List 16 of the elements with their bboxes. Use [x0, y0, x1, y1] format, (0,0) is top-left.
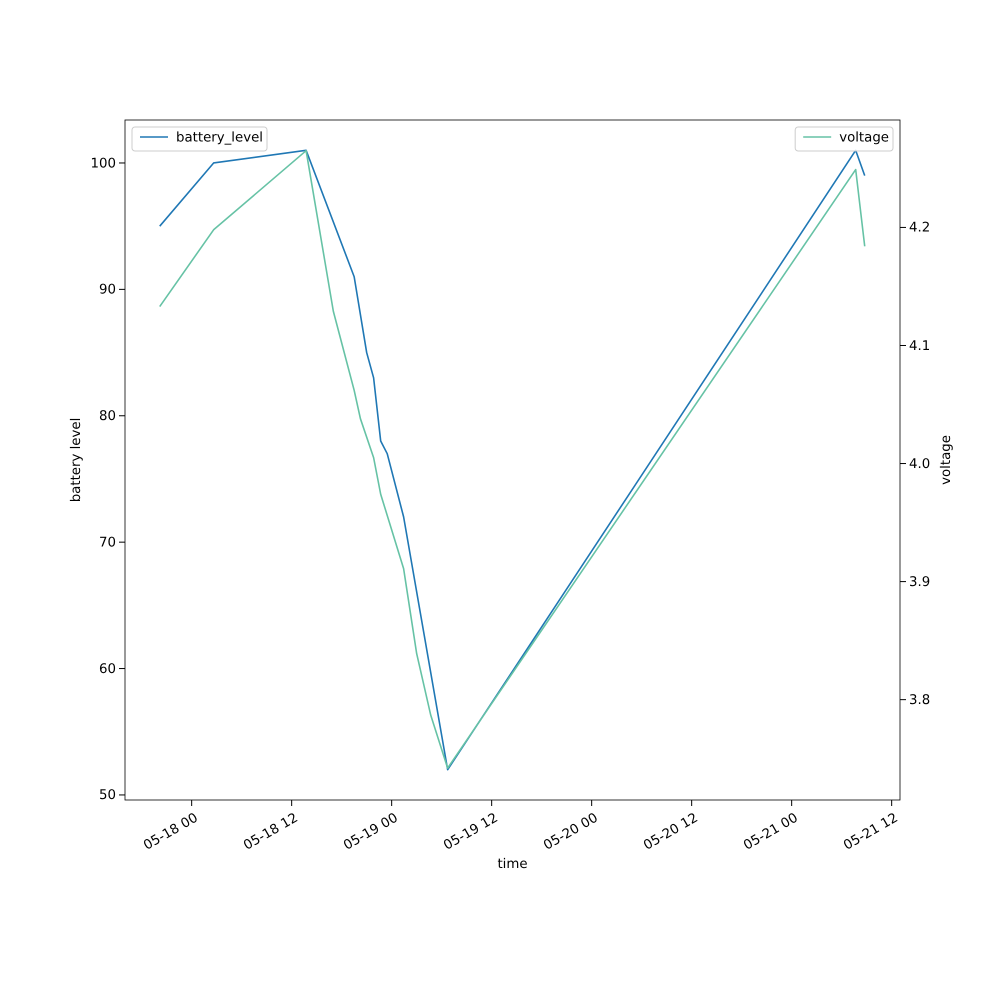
x-axis-title: time	[497, 857, 528, 872]
y2-tick-label: 3.9	[909, 574, 930, 590]
y2-tick-label: 3.8	[909, 692, 930, 708]
y-tick-label: 60	[99, 662, 116, 677]
y-axis-title: battery level	[69, 418, 84, 502]
y2-tick-label: 4.0	[909, 456, 930, 472]
y-tick-label: 100	[90, 156, 116, 172]
legend-label: battery_level	[176, 130, 264, 146]
y-tick-label: 70	[99, 535, 116, 550]
y2-tick-label: 4.1	[909, 338, 930, 354]
y-tick-label: 50	[99, 788, 116, 804]
y-tick-label: 90	[99, 282, 116, 298]
y2-tick-label: 4.2	[909, 220, 930, 236]
legend-label: voltage	[839, 130, 889, 146]
y-tick-label: 80	[99, 409, 116, 424]
y2-axis-title: voltage	[939, 435, 954, 485]
